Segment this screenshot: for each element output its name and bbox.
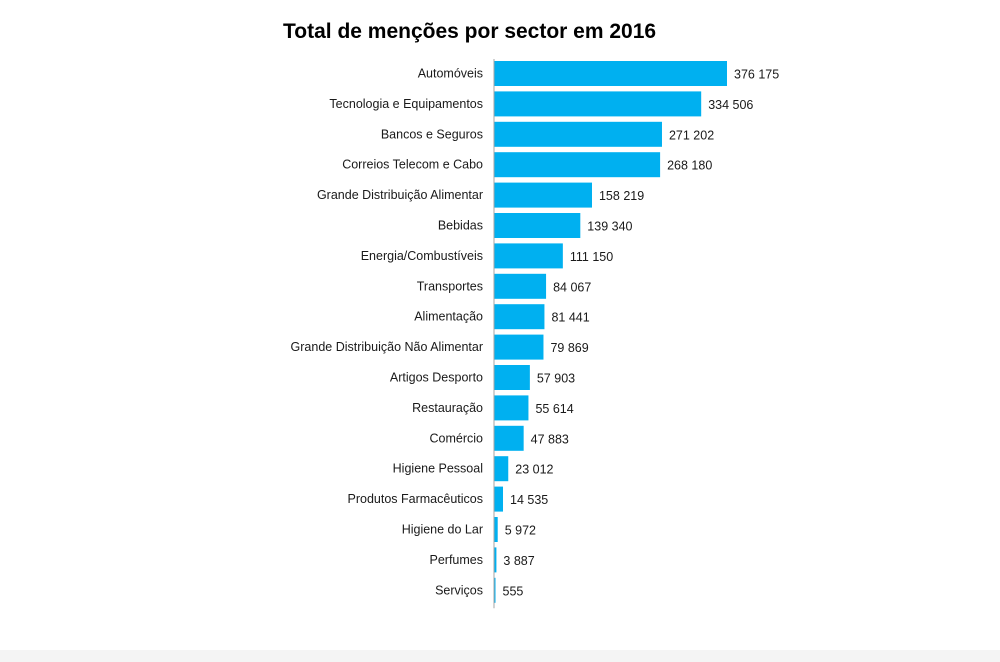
value-label: 84 067 (553, 280, 591, 294)
bar (494, 213, 581, 238)
category-label: Produtos Farmacêuticos (348, 492, 483, 506)
value-label: 79 869 (550, 341, 588, 355)
value-label: 555 (503, 584, 524, 598)
bar (494, 182, 592, 208)
bar (494, 121, 662, 147)
category-label: Bebidas (438, 219, 483, 233)
value-label: 23 012 (515, 463, 553, 477)
bar (494, 334, 544, 360)
bar (494, 273, 547, 299)
category-label: Serviços (435, 583, 483, 597)
bar (494, 456, 509, 482)
category-label: Perfumes (430, 553, 484, 567)
category-label: Automóveis (418, 67, 483, 81)
category-label: Alimentação (414, 310, 483, 324)
value-label: 111 150 (570, 250, 613, 264)
bar (494, 365, 530, 390)
category-label: Grande Distribuição Não Alimentar (291, 340, 483, 354)
value-label: 139 340 (587, 220, 632, 234)
bar (494, 517, 498, 542)
value-label: 81 441 (551, 311, 589, 325)
bar (494, 152, 661, 178)
value-label: 55 614 (535, 402, 573, 416)
category-label: Bancos e Seguros (381, 127, 483, 141)
value-label: 5 972 (505, 524, 536, 538)
category-label: Comércio (430, 431, 484, 445)
bar (494, 395, 529, 421)
value-label: 334 506 (708, 98, 753, 112)
bar (494, 243, 563, 269)
category-label: Correios Telecom e Cabo (342, 158, 483, 172)
value-label: 268 180 (667, 159, 712, 173)
value-label: 271 202 (669, 128, 714, 142)
value-labels: 376 175 334 506 271 202 268 180 158 219 139 3… (503, 68, 780, 599)
category-label: Higiene do Lar (402, 523, 483, 537)
value-label: 57 903 (537, 372, 575, 386)
bar (494, 486, 504, 512)
chart-title: Total de menções por sector em 2016 (283, 20, 657, 43)
category-label: Grande Distribuição Alimentar (317, 188, 483, 202)
category-label: Transportes (417, 279, 483, 293)
category-label: Higiene Pessoal (393, 462, 483, 476)
category-label: Artigos Desporto (390, 371, 483, 385)
bar (494, 425, 524, 451)
value-label: 14 535 (510, 493, 548, 507)
bar (494, 547, 497, 573)
bar (494, 91, 702, 117)
bar (494, 304, 545, 330)
category-labels: Automóveis Tecnologia e Equipamentos Banco… (291, 67, 484, 598)
value-label: 47 883 (531, 432, 569, 446)
category-label: Energia/Combustíveis (361, 249, 483, 263)
category-label: Restauração (412, 401, 483, 415)
category-label: Tecnologia e Equipamentos (329, 97, 483, 111)
value-label: 376 175 (734, 68, 779, 82)
bar (494, 61, 727, 86)
bars-group (494, 61, 727, 603)
value-label: 3 887 (503, 554, 534, 568)
value-label: 158 219 (599, 189, 644, 203)
footer-strip (0, 650, 1000, 662)
bar (494, 577, 496, 603)
